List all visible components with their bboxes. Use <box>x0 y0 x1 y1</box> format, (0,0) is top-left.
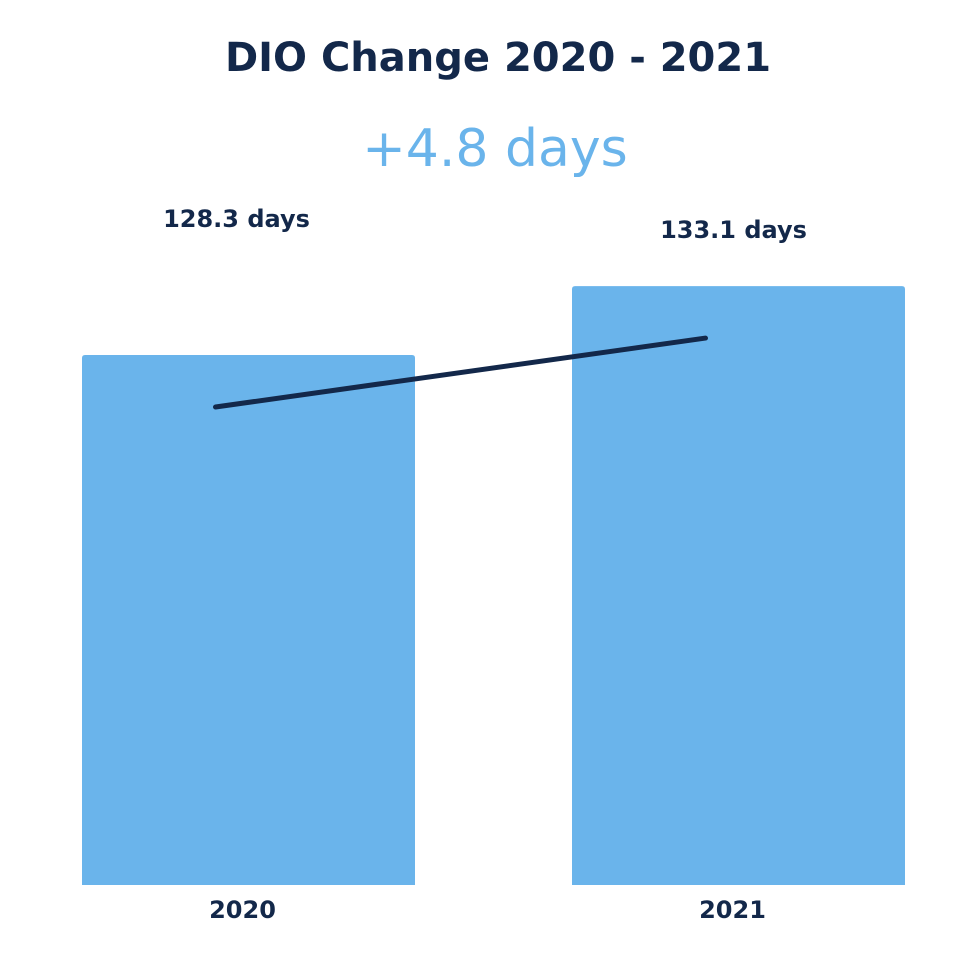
x-tick-label: 2020 <box>209 896 276 924</box>
trend-line <box>213 335 708 410</box>
bar <box>82 355 415 885</box>
x-tick-label: 2021 <box>699 896 766 924</box>
chart-subtitle: +4.8 days <box>362 119 628 179</box>
chart-title: DIO Change 2020 - 2021 <box>225 35 771 81</box>
value-label: 133.1 days <box>660 216 807 244</box>
value-label: 128.3 days <box>163 205 310 233</box>
bar <box>572 286 905 886</box>
